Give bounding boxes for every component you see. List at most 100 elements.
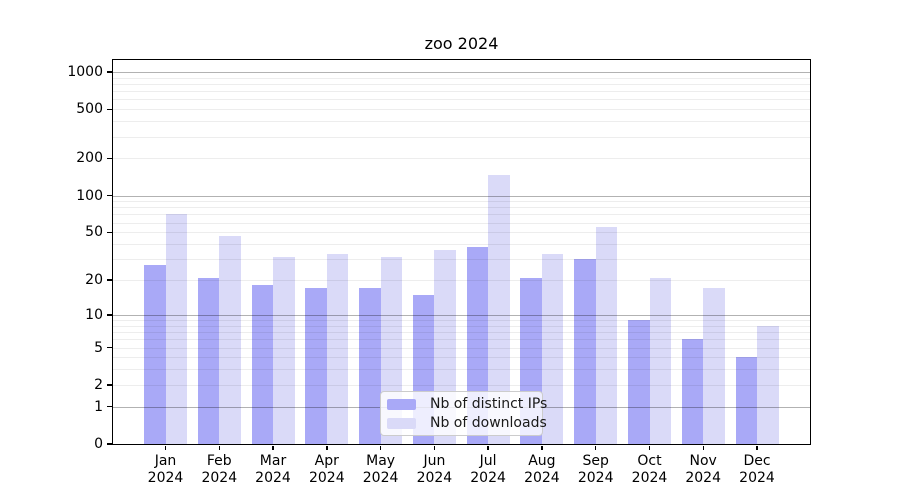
bar-downloads-oct: [649, 277, 671, 444]
x-tick-label: Nov 2024: [663, 453, 743, 486]
x-tick-label-month: Jun: [423, 453, 446, 469]
x-tick-label: Dec 2024: [717, 453, 797, 486]
bar-ips-oct: [628, 320, 650, 444]
bar-ips-mar: [251, 285, 273, 444]
y-tick-label: 50: [85, 224, 103, 241]
x-tick-label-year: 2024: [255, 469, 291, 486]
bar-ips-sep: [574, 259, 596, 444]
x-tick-label-month: Oct: [637, 453, 662, 469]
x-tick-label: Feb 2024: [179, 453, 259, 486]
x-tick-label: Jul 2024: [448, 453, 528, 486]
y-tick: [107, 231, 112, 233]
x-tick-label: May 2024: [341, 453, 421, 486]
x-tick-label-month: Nov: [689, 453, 717, 469]
y-tick: [107, 443, 112, 445]
x-tick-label-year: 2024: [577, 469, 614, 486]
legend-swatch-ips: [387, 398, 416, 410]
x-tick-label-year: 2024: [308, 469, 345, 486]
bar-ips-nov: [681, 339, 704, 444]
x-tick-label: Aug 2024: [502, 453, 582, 486]
y-tick: [107, 405, 112, 408]
x-tick-label-year: 2024: [685, 469, 721, 486]
plot-area: [113, 60, 810, 444]
x-tick-label: Mar 2024: [233, 453, 313, 486]
y-tick-label: 2: [94, 376, 103, 393]
bar-downloads-jan: [165, 214, 187, 444]
x-tick-label-month: Dec: [743, 453, 771, 469]
y-tick: [107, 194, 112, 197]
bar-downloads-nov: [703, 288, 725, 444]
y-tick-label: 1: [94, 398, 103, 415]
x-tick-label-month: Jul: [479, 453, 497, 469]
x-tick-label-month: Apr: [314, 453, 339, 469]
legend-item: Nb of downloads: [387, 415, 547, 432]
x-tick: [326, 445, 328, 450]
x-tick: [379, 445, 382, 450]
x-tick: [272, 445, 274, 450]
y-tick-label: 0: [94, 436, 103, 452]
x-tick: [541, 445, 543, 450]
bar-downloads-dec: [757, 325, 779, 444]
bar-ips-apr: [305, 288, 327, 444]
legend-item: Nb of distinct IPs: [387, 396, 547, 413]
y-tick: [107, 71, 112, 73]
y-tick: [107, 314, 112, 316]
x-tick-label-year: 2024: [470, 469, 506, 486]
x-tick: [702, 445, 704, 450]
bar-downloads-apr: [326, 254, 349, 444]
bars-layer: [113, 60, 810, 444]
y-tick: [107, 384, 112, 386]
bar-ips-may: [359, 288, 381, 444]
bar-ips-jan: [144, 264, 166, 444]
x-tick-label-month: Sep: [582, 453, 609, 469]
x-tick-label-year: 2024: [147, 469, 184, 486]
bar-ips-feb: [197, 277, 220, 444]
y-tick: [107, 346, 112, 349]
bar-downloads-jul: [488, 175, 510, 444]
y-tick-label: 200: [76, 150, 103, 167]
chart-title: zoo 2024: [424, 34, 499, 53]
x-tick: [594, 445, 597, 450]
bar-downloads-sep: [595, 227, 618, 444]
y-tick-label: 5: [94, 339, 103, 356]
x-tick: [218, 445, 220, 450]
x-tick-label-month: Feb: [206, 453, 232, 469]
x-tick-label-year: 2024: [739, 469, 775, 486]
x-tick-label-month: May: [366, 453, 396, 469]
x-tick-label: Sep 2024: [556, 453, 636, 486]
x-tick: [756, 445, 758, 450]
y-tick-label: 1000: [67, 63, 103, 80]
x-tick: [433, 445, 436, 450]
y-tick-label: 100: [76, 187, 103, 204]
x-tick-label-year: 2024: [524, 469, 560, 486]
x-tick-label: Oct 2024: [610, 453, 690, 486]
bar-downloads-feb: [219, 235, 241, 444]
x-tick: [648, 445, 651, 450]
x-tick-label-year: 2024: [201, 469, 238, 486]
y-tick-label: 10: [85, 306, 103, 323]
x-tick-label-month: Aug: [528, 453, 556, 469]
bar-downloads-mar: [273, 257, 295, 444]
y-tick: [107, 108, 112, 110]
y-tick: [107, 279, 112, 281]
x-tick-label-year: 2024: [631, 469, 668, 486]
x-tick-label: Apr 2024: [287, 453, 367, 486]
x-tick-label: Jan 2024: [126, 453, 206, 486]
bar-ips-dec: [735, 357, 757, 444]
legend-label: Nb of distinct IPs: [430, 396, 548, 412]
x-tick: [487, 445, 489, 450]
y-tick-label: 500: [76, 101, 103, 118]
x-tick-label: Jun 2024: [394, 453, 474, 486]
legend-label: Nb of downloads: [430, 415, 547, 431]
x-tick-label-month: Mar: [259, 453, 287, 469]
x-tick-label-year: 2024: [416, 469, 453, 486]
x-tick: [164, 445, 167, 450]
legend-swatch-downloads: [387, 417, 416, 429]
y-tick: [107, 157, 112, 160]
legend: Nb of distinct IPs Nb of downloads: [380, 391, 547, 436]
y-tick-label: 20: [85, 272, 103, 288]
x-tick-label-year: 2024: [362, 469, 399, 486]
bar-downloads-aug: [541, 254, 564, 444]
x-tick-label-month: Jan: [154, 453, 177, 469]
